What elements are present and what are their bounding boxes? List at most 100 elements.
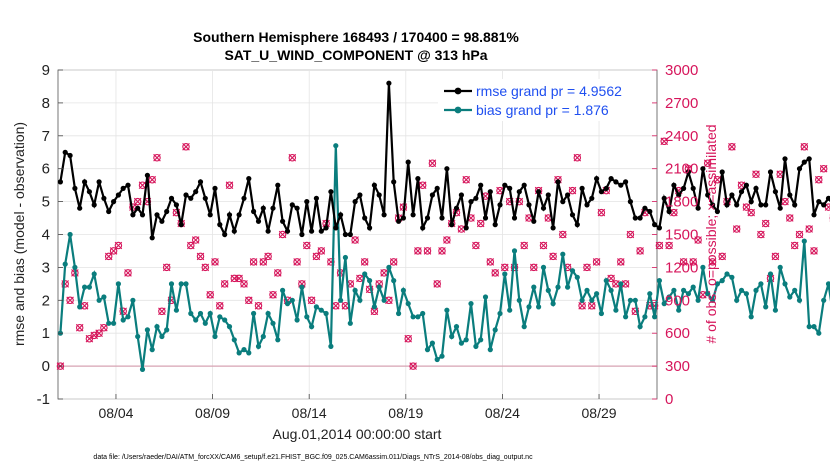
obs-assimilated-point-41 xyxy=(254,302,263,310)
legend-bias-marker xyxy=(454,106,462,114)
obs-possible-point-4 xyxy=(75,323,84,332)
bias-point-43 xyxy=(265,310,271,317)
obs-assimilated-point-116 xyxy=(617,258,625,266)
obs-assimilated-point-35 xyxy=(225,181,234,189)
bias-point-145 xyxy=(758,281,764,287)
obs-possible-point-120 xyxy=(636,247,644,255)
rmse-point-116 xyxy=(618,182,624,188)
rmse-point-76 xyxy=(424,215,431,221)
y-right-tick-label-5: 1500 xyxy=(665,227,698,244)
obs-possible-point-14 xyxy=(124,269,132,277)
bias-point-58 xyxy=(338,297,344,303)
bias-point-103 xyxy=(555,284,561,290)
obs-assimilated-point-100 xyxy=(539,241,548,250)
rmse-point-32 xyxy=(212,185,218,191)
rmse-point-71 xyxy=(400,215,406,221)
rmse-point-28 xyxy=(193,189,199,195)
rmse-point-104 xyxy=(560,199,566,205)
obs-assimilated-point-5 xyxy=(80,302,89,310)
obs-possible-point-153 xyxy=(795,230,804,239)
y-axis-left-label: rmse and bias (model - observation) xyxy=(11,122,27,346)
obs-possible-point-134 xyxy=(703,159,712,167)
bias-point-32 xyxy=(212,333,218,340)
rmse-point-153 xyxy=(796,166,803,172)
rmse-point-57 xyxy=(333,225,339,231)
bias-point-75 xyxy=(420,310,426,317)
y-left-tick-label-4: 3 xyxy=(42,259,50,276)
obs-possible-point-158 xyxy=(819,164,828,173)
legend-box xyxy=(438,79,652,121)
bias-point-42 xyxy=(260,333,266,340)
rmse-point-20 xyxy=(154,212,160,218)
rmse-point-81 xyxy=(449,222,455,228)
bias-point-67 xyxy=(381,297,387,303)
y-right-tick-label-0: 0 xyxy=(665,391,673,408)
rmse-point-39 xyxy=(246,176,252,182)
obs-assimilated-point-158 xyxy=(819,164,828,173)
bias-point-4 xyxy=(77,304,83,310)
obs-possible-point-152 xyxy=(790,241,799,250)
bias-point-57 xyxy=(333,143,339,149)
rmse-point-122 xyxy=(647,208,653,215)
obs-possible-point-26 xyxy=(182,143,190,151)
rmse-point-115 xyxy=(613,179,619,185)
obs-assimilated-point-83 xyxy=(457,225,466,233)
rmse-point-152 xyxy=(792,202,798,208)
bias-point-19 xyxy=(149,347,155,353)
rmse-point-55 xyxy=(323,225,329,231)
bias-point-64 xyxy=(367,278,373,284)
obs-possible-point-146 xyxy=(761,219,770,228)
obs-possible-point-132 xyxy=(694,236,702,244)
rmse-point-11 xyxy=(111,199,117,205)
obs-assimilated-point-48 xyxy=(288,153,297,162)
rmse-point-3 xyxy=(72,185,78,191)
bias-point-126 xyxy=(666,294,672,300)
obs-possible-point-69 xyxy=(389,258,398,266)
legend: rmse grand pr = 4.9562 bias grand pr = 1… xyxy=(438,79,652,121)
obs-assimilated-point-34 xyxy=(220,280,229,288)
rmse-point-22 xyxy=(164,208,170,215)
obs-possible-point-52 xyxy=(307,296,316,305)
rmse-point-62 xyxy=(357,192,363,198)
obs-possible-point-79 xyxy=(438,247,446,255)
obs-assimilated-point-111 xyxy=(592,258,601,266)
obs-possible-point-137 xyxy=(718,252,726,261)
obs-assimilated-point-79 xyxy=(438,247,446,255)
bias-point-71 xyxy=(400,287,406,293)
bias-point-148 xyxy=(772,307,779,313)
obs-possible-point-43 xyxy=(264,252,272,261)
obs-assimilated-point-155 xyxy=(805,225,813,233)
obs-possible-point-135 xyxy=(708,258,717,266)
obs-assimilated-point-148 xyxy=(771,252,780,261)
obs-possible-point-116 xyxy=(617,258,625,266)
obs-possible-point-11 xyxy=(109,247,118,255)
obs-assimilated-point-46 xyxy=(278,230,287,239)
rmse-point-90 xyxy=(492,222,498,228)
x-tick-label-4: 08/24 xyxy=(485,405,520,421)
obs-possible-point-118 xyxy=(626,230,635,239)
y-right-tick-label-9: 2700 xyxy=(665,95,698,112)
obs-possible-point-40 xyxy=(249,258,258,266)
bias-point-63 xyxy=(362,271,368,277)
bias-point-129 xyxy=(681,287,687,293)
obs-possible-point-155 xyxy=(805,225,813,233)
rmse-point-68 xyxy=(386,80,392,86)
obs-possible-point-129 xyxy=(679,258,688,266)
obs-possible-point-142 xyxy=(742,203,751,211)
bias-point-94 xyxy=(511,248,518,254)
bias-point-15 xyxy=(130,297,136,303)
rmse-point-138 xyxy=(724,202,730,208)
bias-point-68 xyxy=(386,264,392,270)
rmse-point-107 xyxy=(574,222,580,228)
rmse-point-64 xyxy=(367,225,373,231)
rmse-point-40 xyxy=(251,208,257,215)
rmse-point-82 xyxy=(453,205,460,211)
rmse-point-136 xyxy=(714,208,721,215)
bias-point-60 xyxy=(347,320,353,326)
bias-point-133 xyxy=(700,264,706,270)
obs-assimilated-point-9 xyxy=(100,323,108,332)
rmse-point-75 xyxy=(420,225,426,231)
rmse-point-74 xyxy=(415,176,421,182)
bias-point-154 xyxy=(801,238,807,244)
obs-possible-point-9 xyxy=(100,323,108,332)
